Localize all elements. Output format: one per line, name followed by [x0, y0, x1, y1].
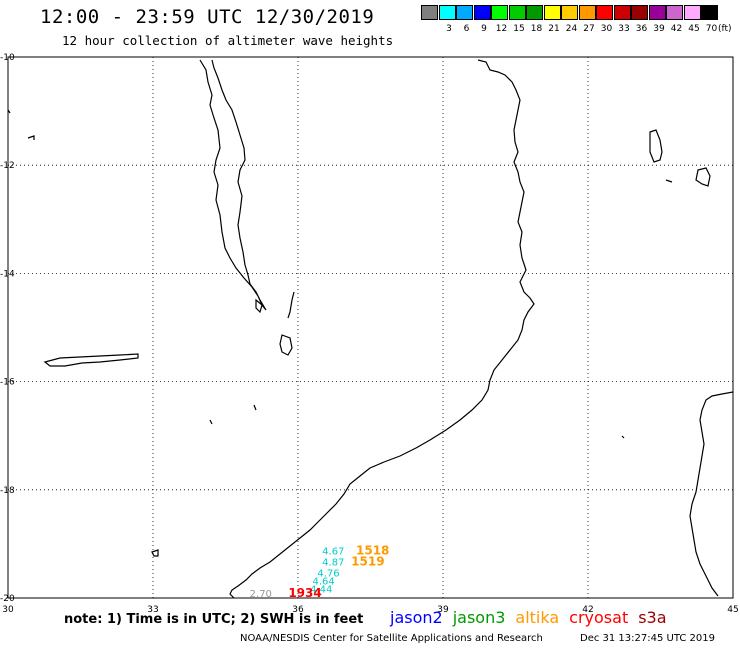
- legend-label: 30: [600, 24, 613, 34]
- small-lake: [7, 109, 11, 114]
- wave-height-value: 4.76: [317, 568, 339, 579]
- small-lake: [151, 549, 159, 557]
- lat-tick-label: -12: [0, 161, 15, 171]
- comoros-island: [649, 129, 663, 163]
- satellite-name: jason3: [452, 608, 506, 627]
- legend-swatch: [543, 5, 561, 20]
- comoros-island: [695, 167, 711, 187]
- legend-label: 3: [446, 24, 452, 34]
- lat-tick-label: -10: [0, 53, 15, 63]
- legend-swatch: [438, 5, 456, 20]
- legend-swatch: [701, 5, 718, 20]
- lake-kariba-outline: [43, 353, 139, 367]
- legend-label: 18: [530, 24, 543, 34]
- map-grid: [7, 56, 734, 599]
- wave-height-value: 4.44: [310, 585, 332, 596]
- small-lake: [253, 404, 257, 411]
- river-segment: [287, 291, 295, 319]
- satellite-name: s3a: [638, 608, 667, 627]
- generation-timestamp: Dec 31 13:27:45 UTC 2019: [580, 633, 715, 644]
- lake-malawi-outline: [199, 59, 267, 311]
- legend-label: 12: [495, 24, 508, 34]
- lat-tick-label: -16: [0, 378, 15, 388]
- legend-swatch: [526, 5, 543, 20]
- legend-swatch: [683, 5, 701, 20]
- legend-label: 15: [513, 24, 525, 34]
- legend-unit: (ft): [718, 24, 732, 34]
- satellite-name: altika: [515, 608, 560, 627]
- comoros-island: [665, 179, 673, 183]
- coastlines: [7, 59, 734, 599]
- legend-swatch: [421, 5, 438, 20]
- lon-tick-label: 45: [727, 605, 738, 615]
- small-lake: [209, 419, 213, 425]
- map-subtitle: 12 hour collection of altimeter wave hei…: [62, 33, 394, 48]
- lon-tick-label: 33: [147, 605, 158, 615]
- legend-label: 36: [635, 24, 648, 34]
- legend-swatch: [596, 5, 613, 20]
- legend-swatch: [648, 5, 666, 20]
- footnote: note: 1) Time is in UTC; 2) SWH is in fe…: [64, 612, 364, 627]
- legend-label: 45: [688, 24, 700, 34]
- pass-time-label: 1934: [288, 586, 321, 600]
- legend-label: 33: [618, 24, 630, 34]
- lon-tick-label: 42: [582, 605, 593, 615]
- island-dot: [621, 435, 625, 439]
- satellite-name: jason2: [390, 608, 443, 627]
- small-lake: [27, 135, 35, 140]
- lon-tick-label: 39: [437, 605, 449, 615]
- legend-swatch: [508, 5, 526, 20]
- legend-swatch: [456, 5, 473, 20]
- legend-swatch: [666, 5, 683, 20]
- legend-swatch: [613, 5, 631, 20]
- legend-swatch: [631, 5, 648, 20]
- legend-label: 27: [583, 24, 595, 34]
- lon-tick-label: 36: [292, 605, 304, 615]
- wave-height-value: 4.64: [313, 576, 335, 587]
- legend-swatch: [561, 5, 578, 20]
- wave-height-value: 4.87: [322, 558, 344, 569]
- small-lake: [255, 298, 263, 314]
- credit-line: NOAA/NESDIS Center for Satellite Applica…: [240, 633, 543, 644]
- legend-label: 24: [565, 24, 578, 34]
- pass-time-label: 1518: [356, 544, 389, 558]
- lat-tick-label: -20: [0, 594, 15, 604]
- satellite-key: jason2 jason3 altika cryosat s3a: [390, 608, 677, 627]
- legend-swatch: [473, 5, 491, 20]
- mozambique-coastline: [229, 59, 535, 599]
- legend-label: 39: [653, 24, 665, 34]
- legend-label: 21: [548, 24, 560, 34]
- map-title: 12:00 - 23:59 UTC 12/30/2019: [40, 6, 375, 28]
- legend-swatch: [491, 5, 508, 20]
- legend-label: 42: [670, 24, 683, 34]
- wave-height-value: 2.70: [250, 589, 272, 600]
- legend-label: 9: [481, 24, 487, 34]
- wave-height-value: 4.67: [322, 547, 344, 558]
- legend-swatch: [578, 5, 596, 20]
- map-frame: [7, 56, 734, 599]
- pass-time-label: 1519: [351, 555, 384, 569]
- lon-tick-label: 30: [2, 605, 14, 615]
- lat-tick-label: -18: [0, 486, 15, 496]
- satellite-name: cryosat: [569, 608, 629, 627]
- madagascar-coastline: [689, 391, 734, 597]
- legend-label: 70: [705, 24, 718, 34]
- axis-ticks: 30 33 36 39 42 45 -10 -12 -14 -16 -18 -20: [0, 53, 739, 615]
- lat-tick-label: -14: [0, 269, 15, 279]
- small-lake: [279, 334, 293, 356]
- legend-label: 6: [463, 24, 470, 34]
